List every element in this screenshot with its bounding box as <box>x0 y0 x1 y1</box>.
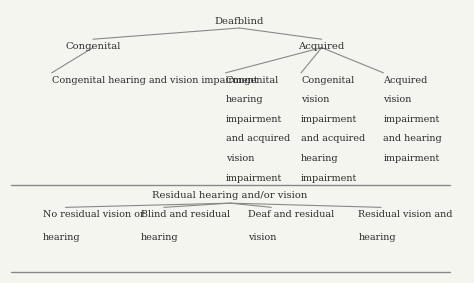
Text: vision: vision <box>226 154 254 163</box>
Text: Deafblind: Deafblind <box>215 17 264 26</box>
Text: Residual vision and: Residual vision and <box>358 210 453 219</box>
Text: hearing: hearing <box>301 154 339 163</box>
Text: and acquired: and acquired <box>226 134 290 143</box>
Text: Congenital: Congenital <box>301 76 355 85</box>
Text: vision: vision <box>383 95 412 104</box>
Text: hearing: hearing <box>226 95 263 104</box>
Text: Acquired: Acquired <box>299 42 345 51</box>
Text: impairment: impairment <box>383 154 440 163</box>
Text: Congenital: Congenital <box>226 76 279 85</box>
Text: Blind and residual: Blind and residual <box>141 210 230 219</box>
Text: hearing: hearing <box>358 233 396 242</box>
Text: impairment: impairment <box>383 115 440 124</box>
Text: Congenital: Congenital <box>65 42 120 51</box>
Text: impairment: impairment <box>301 115 357 124</box>
Text: Deaf and residual: Deaf and residual <box>248 210 335 219</box>
Text: and hearing: and hearing <box>383 134 442 143</box>
Text: impairment: impairment <box>226 115 282 124</box>
Text: hearing: hearing <box>43 233 80 242</box>
Text: Acquired: Acquired <box>383 76 428 85</box>
Text: hearing: hearing <box>141 233 179 242</box>
Text: Congenital hearing and vision impairment: Congenital hearing and vision impairment <box>52 76 257 85</box>
Text: and acquired: and acquired <box>301 134 365 143</box>
Text: vision: vision <box>248 233 277 242</box>
Text: Residual hearing and/or vision: Residual hearing and/or vision <box>153 190 308 200</box>
Text: impairment: impairment <box>226 174 282 183</box>
Text: vision: vision <box>301 95 329 104</box>
Text: impairment: impairment <box>301 174 357 183</box>
Text: No residual vision or: No residual vision or <box>43 210 144 219</box>
